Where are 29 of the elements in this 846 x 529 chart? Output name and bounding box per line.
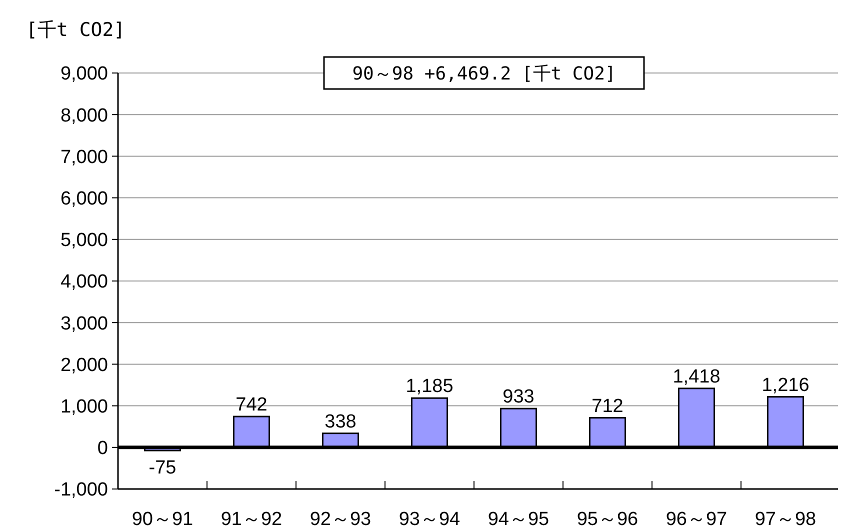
y-tick-label: 2,000 (60, 354, 108, 376)
x-tick-label: 96～97 (666, 509, 728, 529)
y-tick-label: 1,000 (60, 396, 108, 418)
x-tick-label: 95～96 (576, 509, 638, 529)
x-tick-label: 94～95 (488, 509, 550, 529)
data-label: -75 (148, 457, 176, 478)
y-tick-label: 6,000 (60, 188, 108, 210)
annotation: 90～98 +6,469.2 [千t CO2] (352, 63, 616, 84)
y-tick-label: 7,000 (60, 146, 108, 168)
x-tick-label: 92～93 (310, 509, 372, 529)
x-tick-label: 93～94 (398, 509, 461, 529)
data-label: 933 (502, 386, 534, 408)
data-label: 1,418 (672, 366, 720, 388)
y-tick-label: -1,000 (54, 480, 108, 501)
x-tick-label: 91～92 (220, 509, 282, 529)
data-label: 742 (236, 394, 268, 416)
y-tick-label: 9,000 (60, 64, 108, 85)
y-tick-label: 3,000 (60, 313, 108, 334)
data-label: 338 (324, 411, 356, 432)
y-axis-title: [千t CO2] (26, 19, 126, 41)
y-tick-label: 0 (97, 438, 108, 460)
data-label: 1,216 (762, 374, 810, 396)
y-tick-label: 5,000 (60, 230, 108, 252)
x-tick-label: 97～98 (754, 509, 816, 529)
y-tick-label: 4,000 (60, 272, 108, 293)
x-tick-label: 90～91 (132, 509, 194, 529)
data-label: 1,185 (406, 376, 454, 398)
y-tick-label: 8,000 (60, 105, 108, 126)
data-label: 712 (592, 396, 624, 417)
